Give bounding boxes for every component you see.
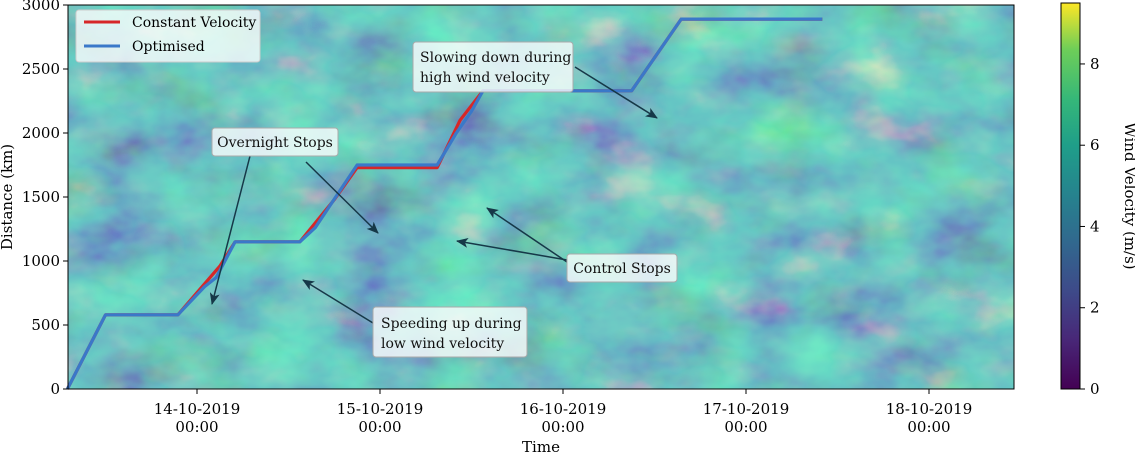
y-axis-label: Distance (km): [0, 144, 16, 250]
annotation-text: low wind velocity: [381, 336, 504, 352]
x-tick-time: 00:00: [358, 418, 401, 436]
annotation-arrow: [305, 161, 379, 234]
y-tick-label: 3000: [22, 0, 60, 14]
x-tick-time: 00:00: [541, 418, 584, 436]
colorbar-tick-label: 2: [1090, 299, 1100, 317]
legend-box: [75, 9, 261, 63]
x-tick-date: 18-10-2019: [886, 400, 972, 418]
annotation-text: Slowing down during: [420, 50, 571, 66]
annotation-text: Overnight Stops: [217, 135, 333, 151]
annotation-arrow: [209, 155, 251, 305]
colorbar-tick-label: 8: [1090, 55, 1100, 73]
annotation-arrow: [574, 66, 658, 119]
annotation-box: [412, 41, 574, 93]
x-tick-date: 15-10-2019: [337, 400, 423, 418]
colorbar-tick-label: 0: [1090, 380, 1100, 398]
annotation: Overnight Stops: [209, 127, 379, 305]
annotation-box: [211, 127, 339, 157]
y-tick-label: 0: [50, 380, 60, 398]
annotation-arrow: [302, 279, 374, 324]
y-tick-label: 1500: [22, 188, 60, 206]
colorbar-gradient: [1060, 2, 1081, 390]
colorbar: 0 2 4 6 8 Wind Velocity (m/s): [1060, 2, 1135, 398]
x-axis-label: Time: [522, 438, 560, 456]
annotation-box: [566, 253, 678, 283]
annotation: Slowing down during high wind velocity: [412, 41, 658, 119]
legend: Constant Velocity Optimised: [75, 9, 261, 63]
x-tick-date: 17-10-2019: [703, 400, 789, 418]
y-tick-label: 500: [31, 316, 60, 334]
annotation: Control Stops: [456, 207, 678, 283]
annotation-arrow: [486, 207, 568, 263]
x-tick-time: 00:00: [724, 418, 767, 436]
legend-label-constant-velocity: Constant Velocity: [132, 15, 256, 31]
annotation-text: Speeding up during: [381, 316, 522, 332]
x-tick-date: 16-10-2019: [520, 400, 606, 418]
annotation-box: [372, 306, 528, 358]
annotation-text: high wind velocity: [420, 70, 550, 86]
x-tick-date: 14-10-2019: [154, 400, 240, 418]
annotation: Speeding up during low wind velocity: [302, 279, 528, 358]
colorbar-tick-label: 6: [1090, 136, 1100, 154]
x-tick-time: 00:00: [175, 418, 218, 436]
x-tick-time: 00:00: [907, 418, 950, 436]
y-tick-label: 1000: [22, 252, 60, 270]
legend-label-optimised: Optimised: [132, 39, 205, 55]
y-tick-label: 2500: [22, 60, 60, 78]
y-tick-label: 2000: [22, 124, 60, 142]
colorbar-tick-label: 4: [1090, 217, 1100, 235]
colorbar-label: Wind Velocity (m/s): [1121, 122, 1135, 269]
annotation-arrow: [456, 237, 568, 261]
annotation-text: Control Stops: [573, 261, 671, 277]
